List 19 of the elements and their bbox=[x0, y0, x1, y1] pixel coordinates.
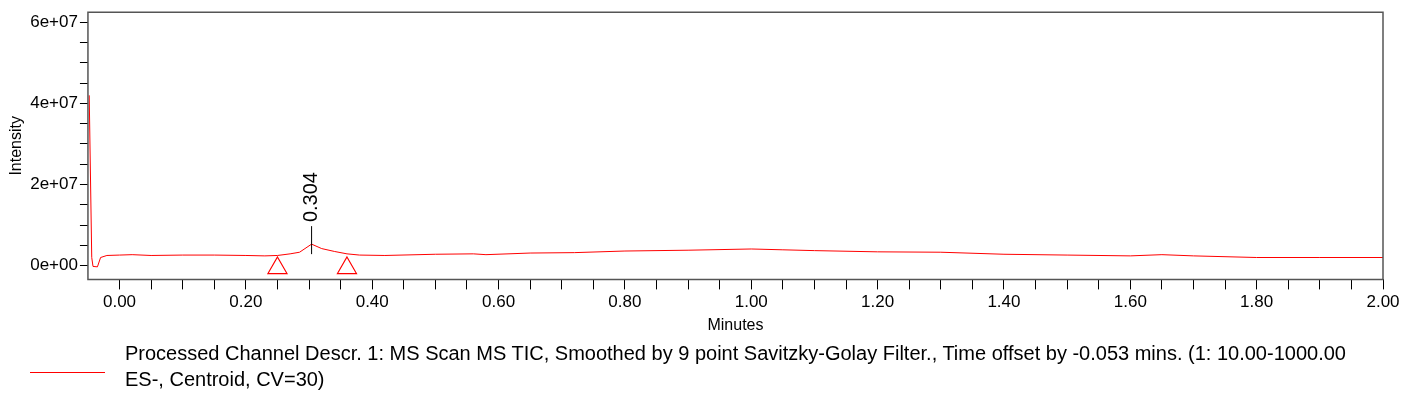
x-tick-label: 0.80 bbox=[608, 292, 642, 312]
x-axis-title: Minutes bbox=[707, 315, 764, 333]
y-tick-label: 0e+00 bbox=[30, 255, 78, 275]
legend-label: Processed Channel Descr. 1: MS Scan MS TIC, Smoothed by 9 point Savitzky-Golay Filter., Time offset by -0.053 mins. (1: 10.00-1000.00 ES-, Centroid, CV=30) bbox=[125, 341, 1347, 392]
y-tick-label: 2e+07 bbox=[30, 174, 78, 194]
x-tick-label: 2.00 bbox=[1366, 292, 1400, 312]
x-tick-label: 1.60 bbox=[1113, 292, 1147, 312]
x-tick-label: 1.40 bbox=[987, 292, 1021, 312]
y-tick-label: 4e+07 bbox=[30, 93, 78, 113]
x-tick-label: 1.80 bbox=[1240, 292, 1274, 312]
x-tick-label: 1.20 bbox=[861, 292, 895, 312]
y-tick-label: 6e+07 bbox=[30, 12, 78, 32]
y-axis-title: Intensity bbox=[7, 116, 25, 176]
x-tick-label: 0.40 bbox=[355, 292, 389, 312]
x-tick-label: 0.60 bbox=[482, 292, 516, 312]
x-tick-label: 0.20 bbox=[229, 292, 263, 312]
annotation: 0.304 bbox=[299, 172, 322, 223]
x-tick-label: 0.00 bbox=[102, 292, 137, 312]
x-tick-label: 1.00 bbox=[734, 292, 768, 312]
